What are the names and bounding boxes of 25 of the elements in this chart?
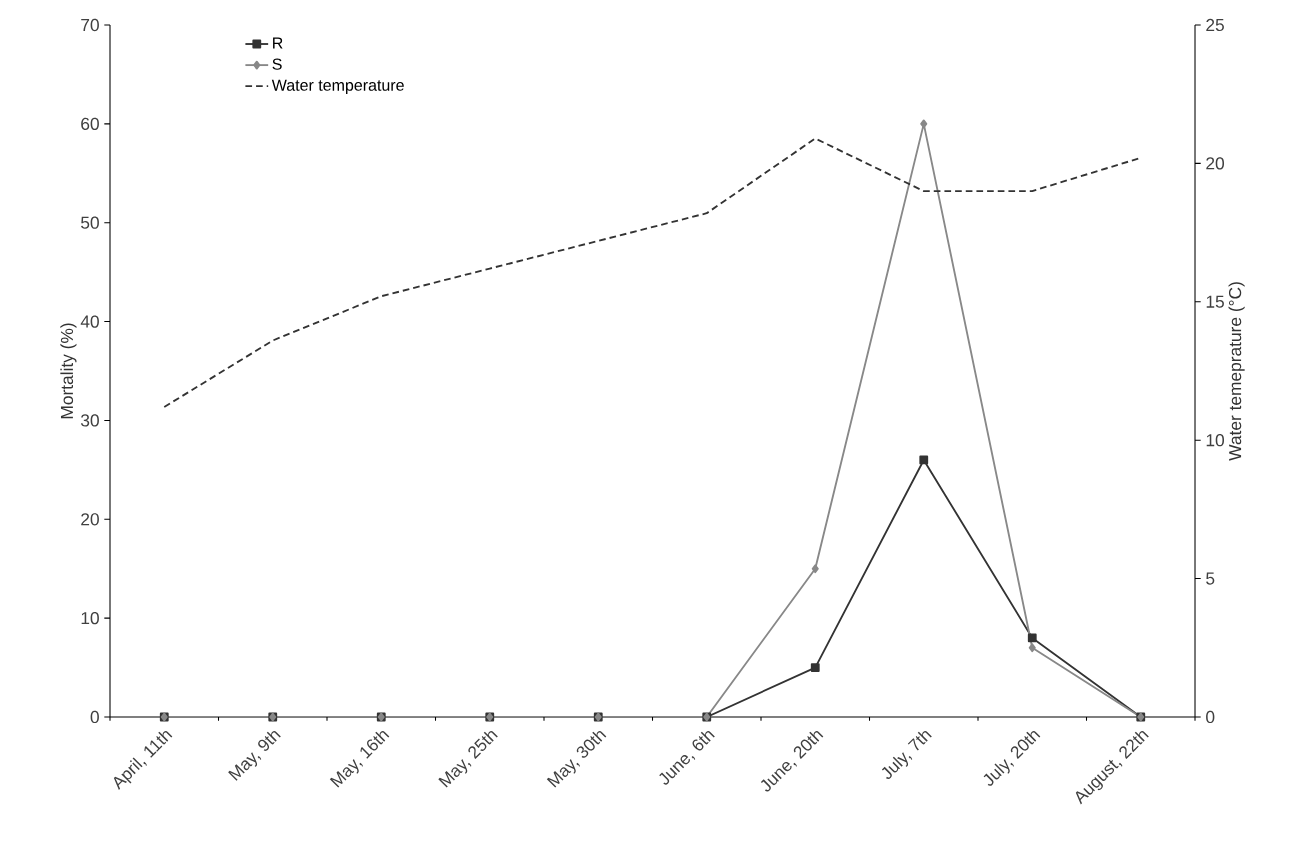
y2-tick-label: 5 — [1206, 572, 1215, 585]
y2-tick-label: 15 — [1206, 295, 1224, 308]
y-tick-label: 20 — [81, 513, 99, 526]
x-tick-label: May, 30th — [546, 730, 607, 788]
y-tick-label: 30 — [80, 414, 99, 427]
y-tick-label: 50 — [81, 216, 99, 229]
y2-axis-title: Water temeprature (°C) — [1228, 282, 1245, 461]
y-tick-label: 0 — [90, 710, 99, 724]
legend-label: R — [273, 37, 283, 49]
y-axis-title: Mortality (%) — [60, 323, 77, 419]
y-tick-label: 70 — [81, 18, 99, 32]
legend-label: S — [272, 58, 282, 70]
x-tick-label: May, 9th — [228, 730, 281, 781]
x-tick-label: May, 25th — [438, 730, 498, 788]
y2-tick-label: 10 — [1206, 434, 1225, 447]
y2-tick-label: 20 — [1206, 157, 1225, 170]
x-tick-label: July, 20th — [983, 730, 1041, 786]
legend-label: Water temperature — [271, 79, 404, 95]
x-tick-label: May, 16th — [329, 730, 390, 788]
y2-tick-label: 25 — [1206, 18, 1224, 32]
x-tick-label: July, 7th — [881, 730, 932, 779]
y-tick-label: 60 — [81, 117, 99, 130]
y-tick-label: 40 — [80, 315, 99, 328]
y-tick-label: 10 — [81, 611, 99, 625]
y2-tick-label: 0 — [1206, 710, 1215, 724]
